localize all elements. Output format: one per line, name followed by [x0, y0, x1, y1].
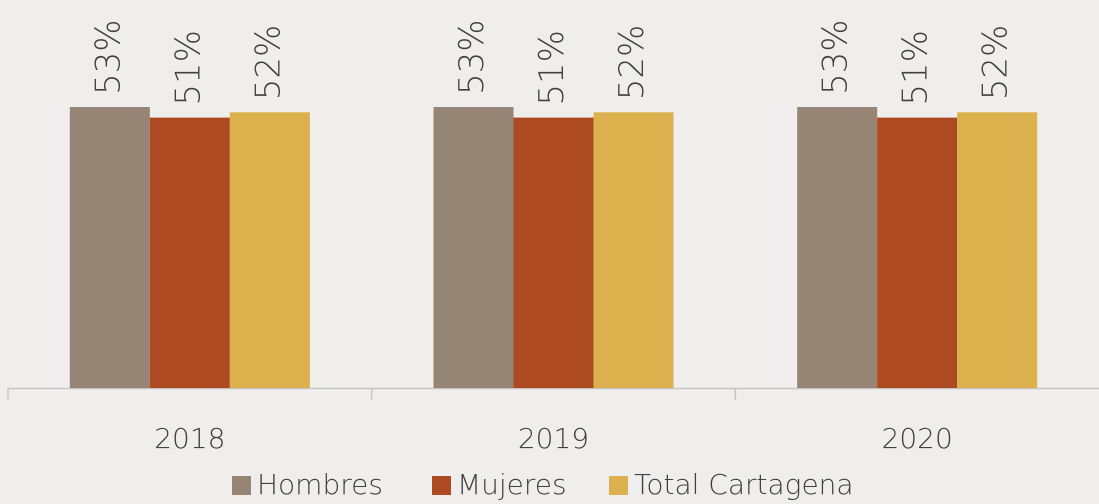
bar — [229, 112, 310, 389]
value-label: 51% — [532, 30, 572, 106]
x-tick-label: 2020 — [882, 422, 953, 455]
legend-label: Hombres — [257, 468, 383, 501]
value-label: 53% — [88, 19, 128, 95]
bar — [433, 107, 514, 388]
value-label: 51% — [168, 30, 208, 106]
bar — [149, 117, 230, 389]
legend-swatch — [232, 476, 251, 495]
legend-swatch — [609, 476, 628, 495]
value-label: 53% — [816, 19, 856, 95]
bar — [957, 112, 1038, 389]
bar — [69, 107, 150, 388]
value-label: 52% — [976, 25, 1016, 101]
value-label: 52% — [248, 25, 288, 101]
bar — [797, 107, 878, 388]
bar — [877, 117, 958, 389]
x-tick-label: 2019 — [518, 422, 589, 455]
bar — [593, 112, 674, 389]
value-label: 52% — [612, 25, 652, 101]
bar — [513, 117, 594, 389]
x-tick-label: 2018 — [154, 422, 225, 455]
value-label: 51% — [896, 30, 936, 106]
legend-label: Mujeres — [457, 468, 567, 501]
value-label: 53% — [452, 19, 492, 95]
legend-swatch — [432, 476, 451, 495]
legend-label: Total Cartagena — [634, 468, 854, 501]
